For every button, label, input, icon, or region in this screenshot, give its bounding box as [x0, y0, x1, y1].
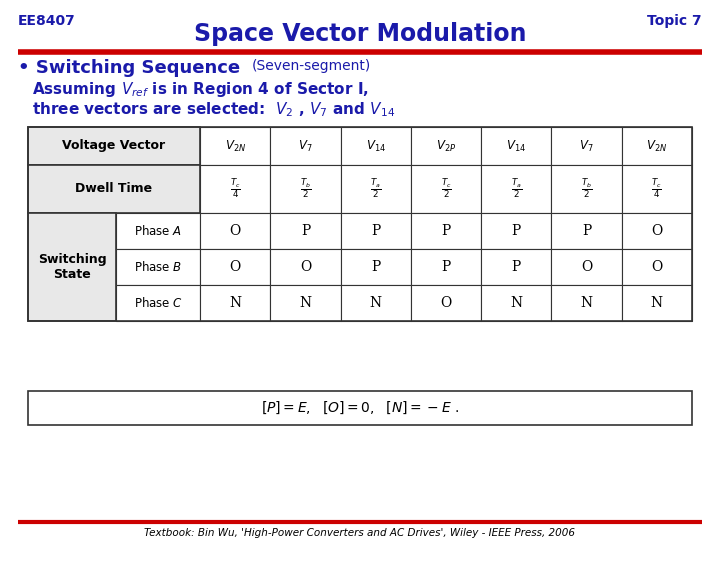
Bar: [116, 249, 200, 285]
Bar: [116, 285, 200, 321]
Text: O: O: [300, 260, 311, 274]
Bar: [481, 165, 552, 213]
Bar: [411, 165, 481, 213]
Bar: [270, 249, 341, 285]
Text: N: N: [369, 296, 382, 310]
Bar: [621, 285, 692, 321]
Bar: [481, 213, 552, 249]
Text: O: O: [230, 224, 240, 238]
Bar: [411, 285, 481, 321]
Bar: [552, 249, 621, 285]
Bar: [481, 285, 552, 321]
Text: Voltage Vector: Voltage Vector: [63, 139, 166, 152]
Text: • Switching Sequence: • Switching Sequence: [18, 59, 240, 77]
Text: $\mathit{V}_{2P}$: $\mathit{V}_{2P}$: [436, 138, 456, 153]
Text: $\frac{T_a}{2}$: $\frac{T_a}{2}$: [370, 178, 382, 201]
Text: Switching
State: Switching State: [37, 253, 107, 281]
Text: (Seven-segment): (Seven-segment): [252, 59, 372, 73]
Text: O: O: [651, 224, 662, 238]
Text: Assuming $V_{ref}$ is in Region 4 of Sector I,: Assuming $V_{ref}$ is in Region 4 of Sec…: [32, 80, 369, 99]
Text: P: P: [301, 224, 310, 238]
Text: Topic 7: Topic 7: [647, 14, 702, 28]
Text: P: P: [441, 224, 451, 238]
Text: P: P: [371, 260, 380, 274]
Bar: [341, 249, 411, 285]
Bar: [411, 127, 481, 165]
Text: three vectors are selected:  $V_2$ , $V_7$ and $V_{14}$: three vectors are selected: $V_2$ , $V_7…: [32, 100, 395, 119]
Text: O: O: [441, 296, 451, 310]
Bar: [28, 213, 116, 321]
Bar: [200, 213, 270, 249]
Text: P: P: [512, 260, 521, 274]
Bar: [270, 213, 341, 249]
Text: Phase $C$: Phase $C$: [133, 296, 182, 310]
Bar: [341, 127, 411, 165]
Bar: [341, 285, 411, 321]
Text: $\mathit{V}_{14}$: $\mathit{V}_{14}$: [366, 138, 386, 153]
Bar: [116, 213, 200, 249]
Bar: [552, 213, 621, 249]
Text: EE8407: EE8407: [18, 14, 76, 28]
Bar: [28, 127, 200, 165]
Bar: [200, 249, 270, 285]
Text: Phase $B$: Phase $B$: [134, 260, 182, 274]
Text: N: N: [651, 296, 663, 310]
Text: Dwell Time: Dwell Time: [76, 183, 153, 196]
Bar: [552, 285, 621, 321]
Text: O: O: [581, 260, 592, 274]
Text: $\frac{T_c}{2}$: $\frac{T_c}{2}$: [441, 178, 451, 201]
Text: N: N: [580, 296, 593, 310]
Text: $\frac{T_b}{2}$: $\frac{T_b}{2}$: [300, 178, 311, 201]
Text: $\mathit{V}_{2N}$: $\mathit{V}_{2N}$: [647, 138, 667, 153]
Bar: [621, 165, 692, 213]
Text: Phase $A$: Phase $A$: [134, 224, 182, 238]
Text: N: N: [300, 296, 312, 310]
Bar: [341, 165, 411, 213]
Text: N: N: [510, 296, 522, 310]
Text: $[P]=E,\ \ [O]=0,\ \ [N]=-E\ .$: $[P]=E,\ \ [O]=0,\ \ [N]=-E\ .$: [261, 400, 459, 416]
Text: P: P: [582, 224, 591, 238]
Text: N: N: [229, 296, 241, 310]
Bar: [621, 127, 692, 165]
Bar: [411, 249, 481, 285]
Bar: [28, 391, 692, 425]
Text: $\mathit{V}_{2N}$: $\mathit{V}_{2N}$: [225, 138, 246, 153]
Text: $\frac{T_c}{4}$: $\frac{T_c}{4}$: [230, 178, 240, 201]
Text: $\frac{T_a}{2}$: $\frac{T_a}{2}$: [510, 178, 522, 201]
Text: O: O: [230, 260, 240, 274]
Bar: [200, 127, 270, 165]
Text: O: O: [651, 260, 662, 274]
Bar: [200, 285, 270, 321]
Bar: [481, 249, 552, 285]
Text: P: P: [512, 224, 521, 238]
Bar: [270, 165, 341, 213]
Text: $\mathit{V}_{7}$: $\mathit{V}_{7}$: [580, 138, 594, 153]
Text: $\frac{T_b}{2}$: $\frac{T_b}{2}$: [581, 178, 593, 201]
Bar: [341, 213, 411, 249]
Text: P: P: [371, 224, 380, 238]
Text: Textbook: Bin Wu, 'High-Power Converters and AC Drives', Wiley - IEEE Press, 200: Textbook: Bin Wu, 'High-Power Converters…: [145, 528, 575, 538]
Bar: [270, 285, 341, 321]
Bar: [552, 165, 621, 213]
Bar: [621, 213, 692, 249]
Bar: [621, 249, 692, 285]
Bar: [28, 165, 200, 213]
Text: P: P: [441, 260, 451, 274]
Bar: [200, 165, 270, 213]
Text: $\mathit{V}_{14}$: $\mathit{V}_{14}$: [506, 138, 526, 153]
Text: Space Vector Modulation: Space Vector Modulation: [194, 22, 526, 46]
Text: $\frac{T_c}{4}$: $\frac{T_c}{4}$: [652, 178, 662, 201]
Bar: [552, 127, 621, 165]
Text: $\mathit{V}_{7}$: $\mathit{V}_{7}$: [298, 138, 312, 153]
Bar: [481, 127, 552, 165]
Bar: [411, 213, 481, 249]
Bar: [28, 127, 692, 321]
Bar: [270, 127, 341, 165]
